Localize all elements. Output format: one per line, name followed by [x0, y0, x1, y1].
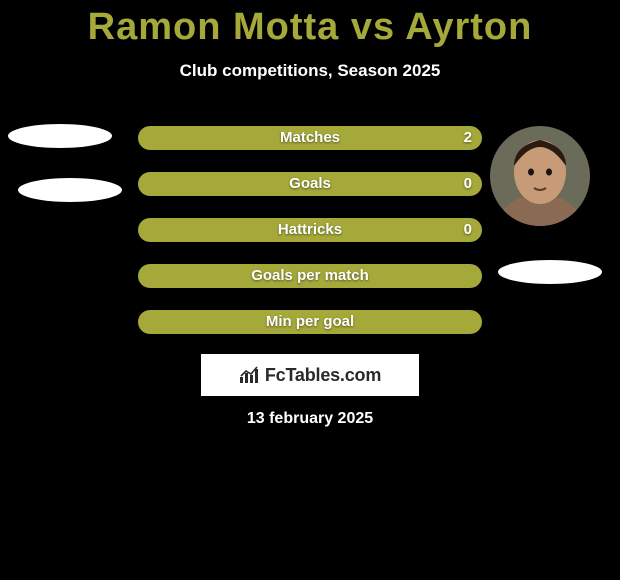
brand-text: FcTables.com [265, 365, 381, 386]
stat-right-value: 0 [464, 172, 472, 196]
stat-label: Min per goal [138, 310, 482, 334]
stat-row-goals: Goals 0 [138, 172, 482, 196]
subtitle: Club competitions, Season 2025 [0, 61, 620, 81]
brand-box: FcTables.com [201, 354, 419, 396]
stat-row-matches: Matches 2 [138, 126, 482, 150]
brand-chart-icon [239, 366, 261, 384]
stat-label: Hattricks [138, 218, 482, 242]
stat-row-goals-per-match: Goals per match [138, 264, 482, 288]
avatar-placeholder [8, 124, 112, 148]
avatar-placeholder [498, 260, 602, 284]
page-title: Ramon Motta vs Ayrton [0, 0, 620, 49]
stats-container: Matches 2 Goals 0 Hattricks 0 Goals per … [138, 126, 482, 356]
player-avatar [490, 126, 590, 226]
stat-row-min-per-goal: Min per goal [138, 310, 482, 334]
stat-label: Matches [138, 126, 482, 150]
stat-label: Goals per match [138, 264, 482, 288]
date-text: 13 february 2025 [0, 410, 620, 428]
stat-label: Goals [138, 172, 482, 196]
avatar-placeholder [18, 178, 122, 202]
stat-row-hattricks: Hattricks 0 [138, 218, 482, 242]
stat-right-value: 0 [464, 218, 472, 242]
stat-right-value: 2 [464, 126, 472, 150]
